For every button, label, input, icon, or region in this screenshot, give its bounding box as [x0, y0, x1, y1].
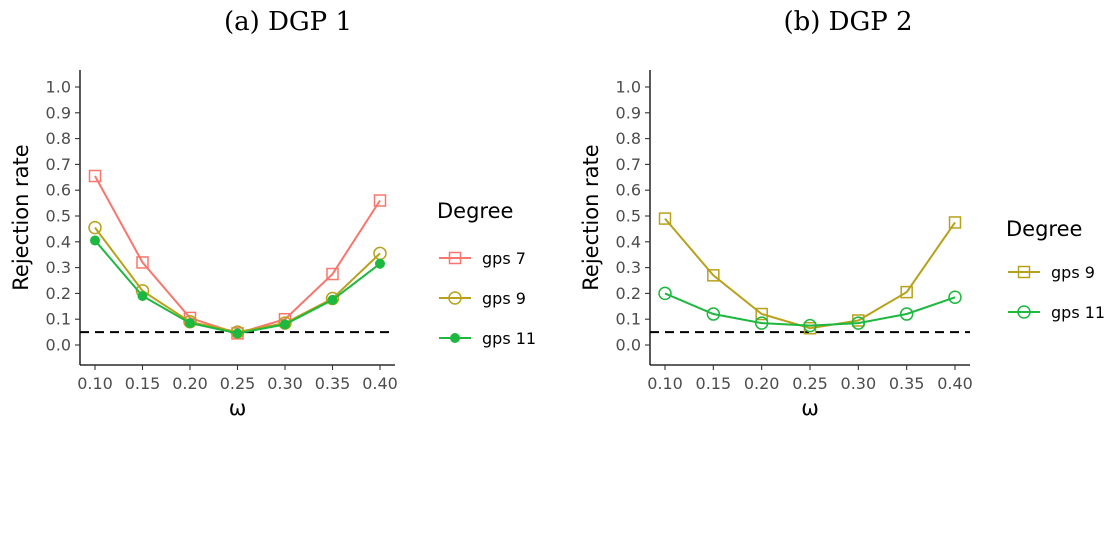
data-point-gps-9: [755, 307, 768, 321]
y-tick-label: 0.5: [46, 207, 71, 226]
data-point-gps-7: [136, 256, 149, 269]
data-point-gps-11: [375, 258, 385, 269]
data-point-gps-11: [851, 316, 866, 330]
legend-key-marker: [1017, 305, 1031, 319]
x-tick-label: 0.20: [172, 374, 208, 393]
legend-label: gps 9: [482, 289, 526, 308]
x-tick-label: 0.10: [77, 374, 113, 393]
legend: Degree gps 7 gps 9 gps 11: [437, 199, 536, 348]
legend-item-gps-11: gps 11: [1008, 303, 1105, 322]
data-point-gps-7: [373, 194, 387, 207]
y-tick-label: 0.3: [46, 258, 71, 277]
data-point-gps-11: [185, 318, 195, 329]
legend-title: Degree: [1006, 217, 1082, 241]
y-tick-label: 0.8: [616, 129, 641, 148]
x-tick-label: 0.30: [267, 374, 303, 393]
data-point-gps-11: [754, 316, 769, 330]
panel-title: (b) DGP 2: [783, 7, 912, 37]
x-tick-label: 0.35: [889, 374, 925, 393]
legend-key-marker: [1017, 265, 1031, 279]
data-point-gps-11: [803, 318, 817, 333]
series-line-gps-9: [664, 217, 956, 330]
x-axis-title: ω: [229, 396, 247, 420]
legend-label: gps 11: [1051, 303, 1105, 322]
data-point-gps-9: [707, 269, 720, 282]
y-tick-label: 0.2: [46, 284, 71, 303]
y-tick-label: 0.0: [46, 336, 71, 355]
legend-item-gps-9: gps 9: [1008, 263, 1095, 282]
y-tick-label: 0.7: [616, 155, 641, 174]
series-line-gps-11: [664, 292, 956, 327]
x-tick-label: 0.40: [937, 374, 973, 393]
y-tick-label: 0.9: [616, 103, 641, 122]
x-tick-label: 0.40: [362, 374, 398, 393]
y-axis-title: Rejection rate: [9, 144, 33, 290]
y-axis-title: Rejection rate: [579, 144, 603, 290]
legend-key-marker: [450, 333, 460, 343]
series-line-gps-7: [94, 175, 381, 335]
x-tick-label: 0.10: [647, 374, 683, 393]
y-tick-label: 0.5: [616, 207, 641, 226]
legend-label: gps 9: [1051, 263, 1095, 282]
x-axis-title: ω: [801, 396, 819, 420]
x-tick-label: 0.15: [696, 374, 732, 393]
data-point-gps-7: [326, 267, 339, 281]
chart-panel-2: (b) DGP 2 0.0 0.1 0.2 0.3 0.4 0.5 0.6 0.7 0.8 0.9 1…: [579, 7, 1105, 420]
data-point-gps-11: [948, 290, 962, 305]
data-point-gps-11: [280, 319, 290, 330]
data-point-gps-9: [88, 220, 102, 235]
data-point-gps-11: [658, 286, 672, 301]
chart-panel-1: (a) DGP 1 0.0 0.1 0.2 0.3 0.4 0.5 0.6 0.7 0.8 0.9 1…: [9, 7, 536, 420]
y-tick-label: 0.8: [46, 129, 71, 148]
legend-label: gps 11: [482, 329, 536, 348]
y-tick-label: 0.6: [46, 181, 71, 200]
legend-key-marker: [448, 291, 462, 305]
y-tick-label: 1.0: [46, 78, 71, 97]
legend-item-gps-9: gps 9: [439, 289, 526, 308]
data-point-gps-9: [658, 212, 672, 225]
legend-item-gps-11: gps 11: [439, 329, 536, 348]
y-tick-label: 0.6: [616, 181, 641, 200]
x-tick-label: 0.25: [220, 374, 256, 393]
y-tick-label: 0.1: [46, 310, 71, 329]
legend-label: gps 7: [482, 249, 526, 268]
x-tick-label: 0.35: [315, 374, 351, 393]
data-point-gps-7: [88, 169, 102, 183]
y-tick-label: 0.9: [46, 103, 71, 122]
y-tick-label: 0.4: [616, 232, 641, 251]
y-tick-label: 0.2: [616, 284, 641, 303]
data-point-gps-11: [137, 290, 148, 301]
data-point-gps-11: [232, 328, 243, 339]
legend: Degree gps 9 gps 11: [1006, 217, 1105, 322]
data-point-gps-11: [327, 294, 338, 305]
legend-item-gps-7: gps 7: [439, 249, 526, 268]
x-tick-label: 0.30: [841, 374, 877, 393]
panel-title: (a) DGP 1: [224, 7, 352, 37]
y-tick-label: 0.0: [616, 336, 641, 355]
y-tick-label: 0.3: [616, 258, 641, 277]
y-tick-label: 0.7: [46, 155, 71, 174]
x-tick-label: 0.25: [792, 374, 828, 393]
data-point-gps-11: [899, 307, 914, 321]
x-tick-label: 0.20: [744, 374, 780, 393]
data-point-gps-11: [706, 307, 721, 321]
data-point-gps-9: [948, 216, 962, 229]
x-tick-label: 0.15: [125, 374, 161, 393]
y-tick-label: 0.4: [46, 232, 71, 251]
data-point-gps-9: [900, 285, 913, 299]
data-point-gps-11: [90, 235, 100, 246]
legend-key-marker: [448, 251, 462, 265]
y-tick-label: 0.1: [616, 310, 641, 329]
legend-title: Degree: [437, 199, 513, 223]
y-tick-label: 1.0: [616, 78, 641, 97]
